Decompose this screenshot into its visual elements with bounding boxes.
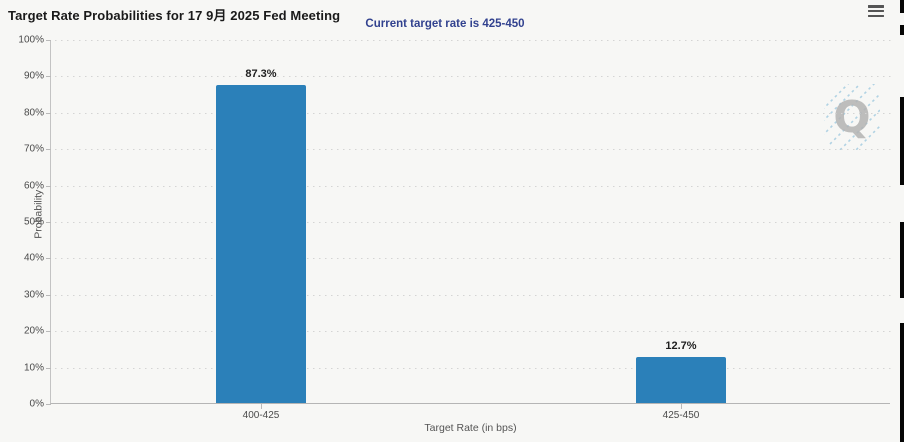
gridline [55,294,894,296]
menu-line [868,14,884,17]
y-axis-tick-label: 80% [23,107,44,119]
x-axis-title: Target Rate (in bps) [424,422,517,434]
menu-line [868,5,884,8]
quikstrike-watermark-logo: Q [824,84,880,150]
y-axis-tick-mark [46,404,51,405]
menu-line [868,9,884,13]
y-axis-tick-mark [46,294,51,296]
gridline [55,185,894,187]
y-axis-tick-label: 90% [23,70,44,82]
screen-edge-artifact [900,25,904,35]
y-axis-tick-label: 60% [23,180,44,192]
chart-title: Target Rate Probabilities for 17 9月 2025… [8,8,341,23]
gridline [55,222,894,223]
screen-edge-artifact [900,0,904,13]
y-axis-tick-mark [46,112,51,114]
y-axis-tick-mark [46,222,51,223]
x-axis-tick-label: 400-425 [242,410,280,421]
gridline [55,258,894,260]
y-axis-title: Probability [32,189,45,239]
y-axis-tick-label: 10% [23,362,44,374]
y-axis-tick-mark [46,258,51,260]
y-axis-tick-mark [46,149,51,151]
svg-text:Q: Q [833,92,870,143]
y-axis-tick-mark [46,331,51,333]
y-axis-tick-label: 100% [18,34,44,46]
y-axis-tick-label: 20% [23,325,44,337]
probability-bar-400-425[interactable] [216,85,306,403]
y-axis-tick-label: 50% [23,216,44,228]
y-axis-tick-label: 0% [29,398,44,410]
chart-subtitle: Current target rate is 425-450 [365,18,525,30]
y-axis-tick-mark [46,367,51,369]
gridline [55,149,894,151]
y-axis-tick-label: 40% [23,252,44,264]
y-axis-tick-mark [46,185,51,187]
plot-area: Probability Target Rate (in bps) Q 0% 10%… [18,35,894,434]
gridline [55,112,894,114]
bar-value-label: 87.3% [245,68,277,81]
gridline [55,367,894,369]
screen-edge-artifact [900,222,904,298]
y-axis-tick-label: 70% [23,143,44,155]
gridline [55,331,894,333]
y-axis-tick-mark [46,76,51,78]
gridline [55,40,894,41]
gridline [55,76,894,78]
x-axis-tick-mark [681,404,682,409]
x-axis-tick-mark [261,404,262,409]
x-axis-tick-label: 425-450 [662,410,700,421]
bar-value-label: 12.7% [665,339,697,352]
screen-edge-artifact [900,97,904,185]
y-axis-tick-mark [46,40,51,41]
y-axis-tick-label: 30% [23,289,44,301]
chart-context-menu-icon[interactable] [868,5,884,17]
probability-bar-425-450[interactable] [636,356,726,403]
screen-edge-artifact [900,323,904,442]
